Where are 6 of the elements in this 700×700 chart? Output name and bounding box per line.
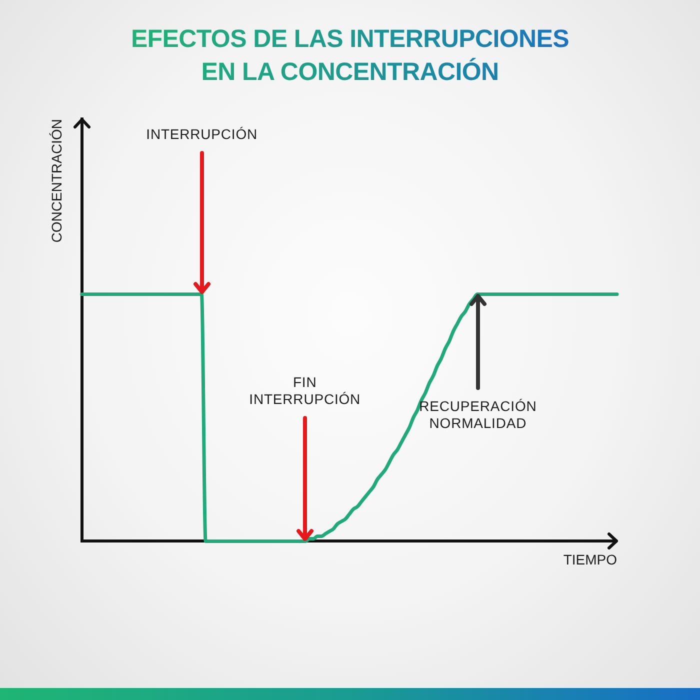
annotation: RECUPERACIÓN NORMALIDAD	[419, 398, 537, 432]
annotation: FIN INTERRUPCIÓN	[249, 374, 361, 408]
chart-title: EFECTOS DE LAS INTERRUPCIONES EN LA CONCENTRACIÓN	[105, 23, 595, 89]
y-axis-title: CONCENTRACIÓN	[48, 119, 64, 243]
x-axis-title: TIEMPO	[563, 551, 618, 568]
annotation: INTERRUPCIÓN	[146, 126, 258, 144]
